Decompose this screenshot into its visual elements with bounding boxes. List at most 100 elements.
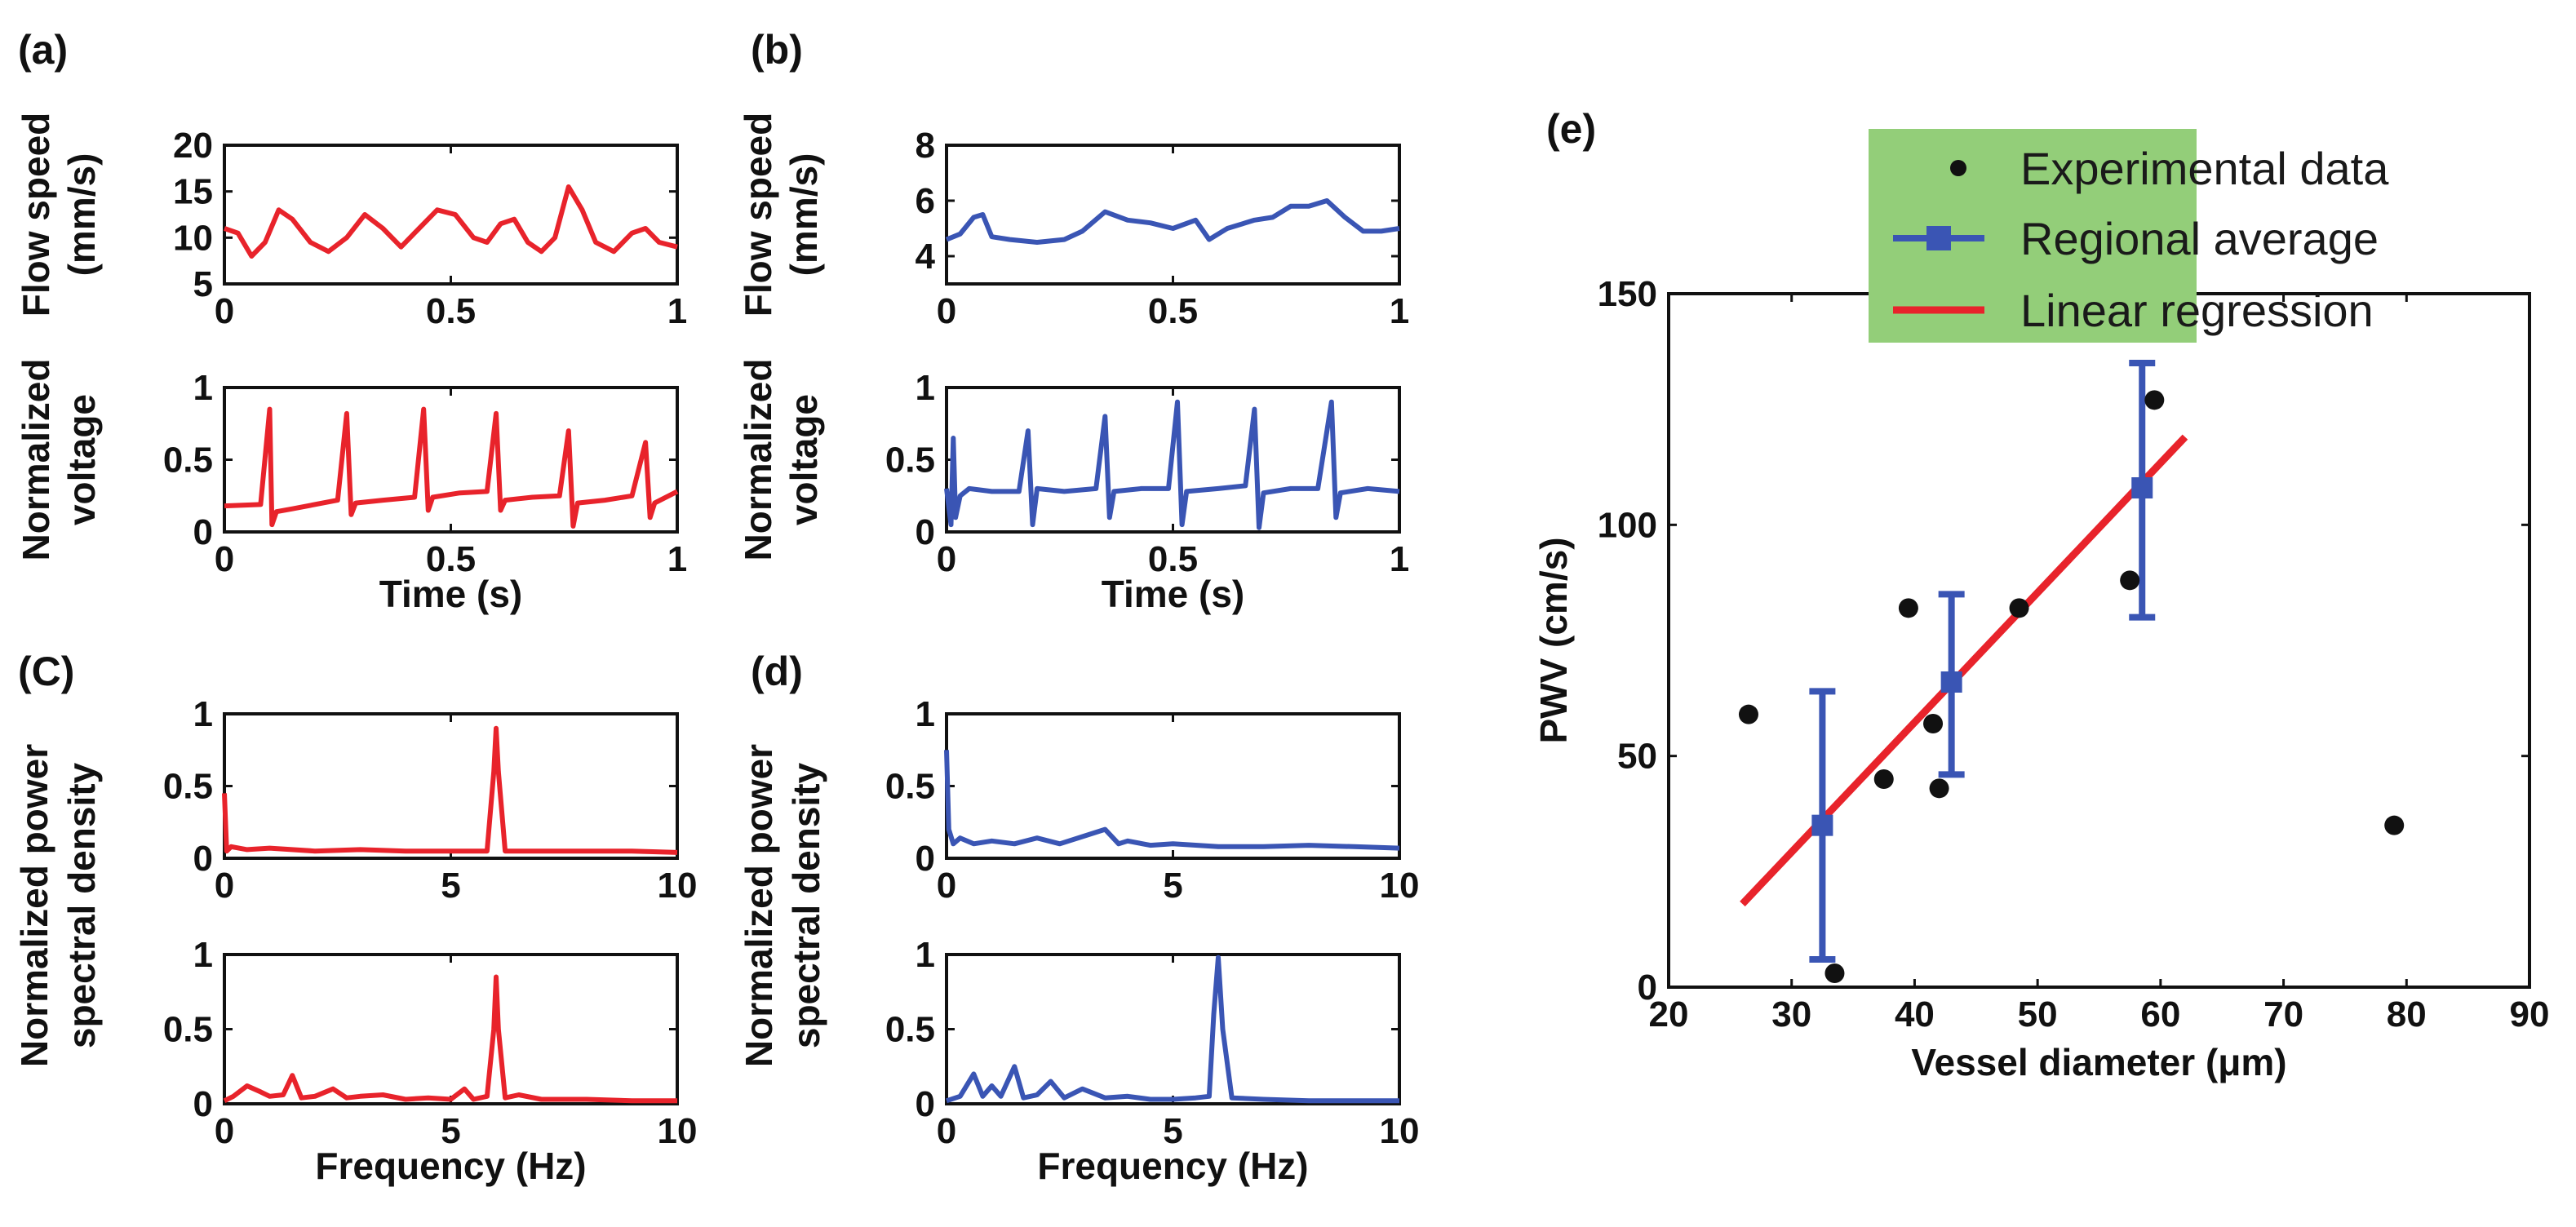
legend-experimental-marker: [1950, 160, 1966, 176]
x-tick-label: 80: [2387, 994, 2427, 1034]
panel-letter: (b): [751, 27, 803, 73]
series-line: [945, 198, 1400, 245]
series-line: [223, 974, 677, 1104]
x-tick-label: 60: [2140, 994, 2180, 1034]
y-tick-label: 0: [916, 1084, 935, 1124]
y-axis-label: PWV (cm/s): [1532, 537, 1575, 743]
y-tick-label: 0: [193, 839, 213, 879]
series-line: [224, 406, 679, 529]
x-tick-label: 0: [215, 291, 234, 331]
experimental-point: [2384, 815, 2405, 835]
experimental-point: [2009, 598, 2029, 618]
experimental-point: [1824, 963, 1845, 983]
y-tick-label: 1: [916, 935, 935, 975]
legend: Experimental data Regional average Linear …: [1869, 129, 2389, 343]
series-line: [944, 750, 1400, 851]
y-tick-label: 4: [916, 237, 936, 277]
x-tick-label: 70: [2263, 994, 2303, 1034]
y-tick-label: 1: [916, 694, 935, 734]
y-tick-label: 6: [916, 181, 935, 221]
y-tick-label: 0.5: [163, 1010, 213, 1050]
x-tick-label: 1: [667, 539, 687, 579]
chart-panel-6: 0 5 10 0 0.5 1 (d): [751, 649, 1419, 906]
average-marker: [1811, 814, 1833, 836]
y-axis-label-line: voltage: [60, 394, 103, 525]
x-tick-label: 1: [1390, 291, 1409, 331]
y-tick-label: 1: [193, 368, 213, 408]
y-axis-label-line: Normalized: [15, 359, 57, 561]
x-tick-label: 50: [2018, 994, 2058, 1034]
legend-experimental-label: Experimental data: [2020, 143, 2389, 194]
x-tick-label: 90: [2510, 994, 2550, 1034]
chart-panel-4: 0 5 10 0 0.5 1 (C): [18, 649, 697, 906]
series-line: [944, 399, 1400, 530]
plot-frame: [945, 144, 1401, 286]
x-tick-label: 0: [937, 866, 956, 906]
x-axis-label: Frequency (Hz): [1037, 1145, 1308, 1187]
x-tick-label: 5: [441, 866, 460, 906]
experimental-point: [1873, 769, 1894, 789]
y-tick-label: 0: [1638, 968, 1657, 1008]
x-tick-label: 20: [1649, 994, 1689, 1034]
x-axis-label: Time (s): [1102, 573, 1245, 615]
chart-panel-2: 0 0.5 1 4 6 8 Flow speed (mm/s) (b): [737, 27, 1409, 331]
psd-side-label: Normalized power: [13, 744, 55, 1067]
y-tick-label: 0: [916, 512, 935, 552]
x-axis-label: Frequency (Hz): [315, 1145, 586, 1187]
series-line: [222, 725, 678, 855]
y-axis-label-line: Flow speed: [737, 113, 779, 317]
x-tick-label: 0.5: [426, 291, 476, 331]
y-tick-label: 0: [193, 512, 213, 552]
panel-letter: (d): [751, 649, 803, 694]
x-tick-label: 5: [1163, 866, 1182, 906]
y-tick-label: 100: [1598, 505, 1657, 545]
y-tick-label: 0.5: [163, 767, 213, 807]
series-line: [224, 184, 678, 259]
x-tick-label: 1: [1390, 539, 1409, 579]
average-marker: [2131, 477, 2153, 498]
x-tick-label: 0.5: [426, 539, 476, 579]
psd-side-label: Normalized power: [738, 744, 780, 1067]
experimental-point: [1929, 778, 1949, 799]
x-tick-label: 0: [937, 1111, 956, 1151]
x-tick-label: 0: [215, 1111, 234, 1151]
x-tick-label: 10: [1380, 1111, 1420, 1151]
y-axis-label-line: Normalized: [737, 359, 779, 561]
y-tick-label: 10: [173, 218, 213, 258]
x-tick-label: 0.5: [1148, 291, 1198, 331]
x-axis-label: Vessel diameter (μm): [1911, 1041, 2286, 1083]
y-axis-label-line: (mm/s): [783, 153, 825, 277]
legend-average-marker: [1926, 226, 1951, 250]
plot-frame: [223, 712, 679, 860]
x-tick-label: 5: [441, 1111, 460, 1151]
chart-panel-7: 0 5 10 0 0.5 1 Frequency (Hz): [885, 935, 1420, 1187]
y-tick-label: 0.5: [885, 767, 935, 807]
x-axis-label: Time (s): [379, 573, 523, 615]
y-axis-label-line: Flow speed: [15, 113, 57, 317]
experimental-point: [1898, 598, 1918, 618]
x-tick-label: 10: [658, 866, 698, 906]
series-line: [946, 955, 1399, 1104]
x-tick-label: 30: [1771, 994, 1811, 1034]
x-tick-label: 0: [215, 866, 234, 906]
plot-frame: [1667, 292, 2531, 989]
plot-frame: [945, 953, 1401, 1105]
y-tick-label: 50: [1617, 737, 1657, 777]
legend-average-label: Regional average: [2020, 213, 2379, 264]
y-tick-label: 0.5: [885, 441, 935, 481]
y-tick-label: 150: [1598, 274, 1657, 314]
regression-line: [1740, 434, 2188, 907]
experimental-point: [2120, 570, 2140, 591]
chart-panel-8: 20 30 40 50 60 70 80 90 0 50 100 150 Vessel diameter…: [1532, 106, 2549, 1083]
experimental-point: [1738, 704, 1758, 724]
x-tick-label: 5: [1163, 1111, 1182, 1151]
chart-panel-3: 0 0.5 1 0 0.5 1 Time (s) Normalized voltage: [737, 359, 1409, 615]
chart-panel-5: 0 5 10 0 0.5 1 Frequency (Hz): [163, 935, 698, 1187]
y-tick-label: 15: [173, 172, 213, 212]
y-tick-label: 0: [916, 839, 935, 879]
x-tick-label: 0: [937, 291, 956, 331]
average-marker: [1940, 671, 1962, 693]
chart-panel-1: 0 0.5 1 0 0.5 1 Time (s) Normalized voltage: [15, 359, 687, 615]
